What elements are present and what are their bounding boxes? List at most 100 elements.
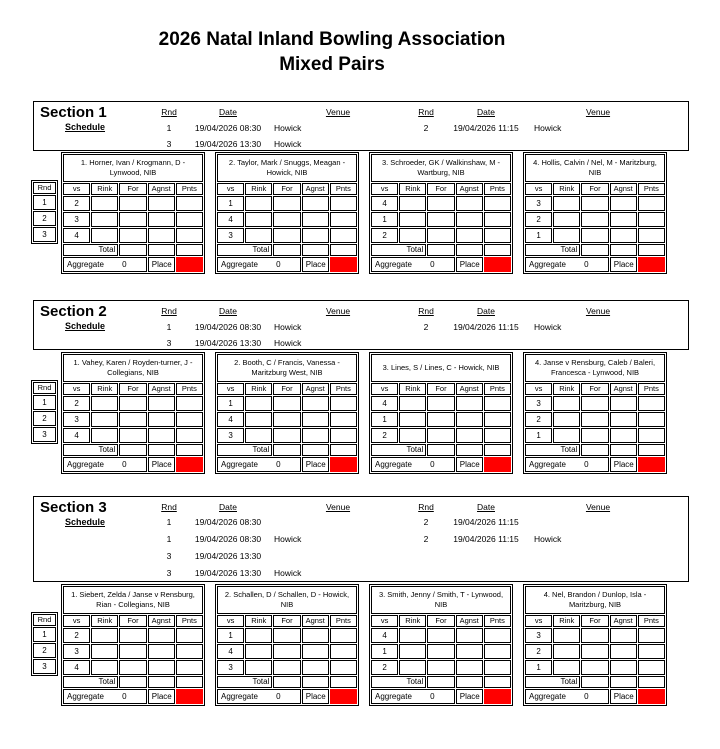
schedule-rnd-value: 2 <box>423 322 429 332</box>
aggregate-value: 0 <box>276 460 281 469</box>
pnts-cell <box>329 396 357 411</box>
aggregate-cell: Aggregate 0 <box>217 257 301 272</box>
agnst-cell <box>301 412 329 427</box>
schedule-venue-value: Howick <box>274 123 302 133</box>
section-title: Section 2 <box>40 303 107 320</box>
schedule-row: 3 19/04/2026 13:30 Howick <box>34 567 688 579</box>
rink-cell <box>553 428 581 443</box>
col-header-agnst: Agnst <box>609 383 637 395</box>
score-row: 2 <box>525 412 665 427</box>
rnd-header-cell: Rnd <box>33 182 56 194</box>
rnd-row: 1 <box>33 195 56 210</box>
schedule-header-rnd: Rnd <box>161 502 177 512</box>
rnd-header-row: Rnd <box>33 182 56 194</box>
aggregate-value: 0 <box>430 692 435 701</box>
col-header-agnst: Agnst <box>455 615 483 627</box>
col-header-rink: Rink <box>91 183 119 195</box>
schedule-date-value: 19/04/2026 13:30 <box>194 568 262 578</box>
col-header-rink: Rink <box>91 383 119 395</box>
team-title-row: 3. Smith, Jenny / Smith, T - Lynwood, NI… <box>371 586 511 614</box>
total-pnts-cell <box>483 676 511 688</box>
team-table: 1. Siebert, Zelda / Janse v Rensburg, Ri… <box>61 584 205 706</box>
col-header-for: For <box>581 383 609 395</box>
aggregate-row: Aggregate 0 Place <box>371 457 511 472</box>
score-row: 4 <box>217 644 357 659</box>
aggregate-label: Aggregate <box>529 459 566 469</box>
total-pnts-cell <box>637 244 665 256</box>
col-header-pnts: Pnts <box>637 183 665 195</box>
score-row: 2 <box>63 396 203 411</box>
rink-cell <box>553 396 581 411</box>
rink-cell <box>553 628 581 643</box>
agnst-cell <box>609 428 637 443</box>
team-header-row: vs Rink For Agnst Pnts <box>217 183 357 195</box>
rink-cell <box>245 628 273 643</box>
col-header-for: For <box>427 183 455 195</box>
vs-cell: 2 <box>525 412 553 427</box>
for-cell <box>273 628 301 643</box>
vs-cell: 1 <box>217 628 245 643</box>
rnd-header-cell: Rnd <box>33 382 56 394</box>
aggregate-row: Aggregate 0 Place <box>525 457 665 472</box>
score-row: 1 <box>525 428 665 443</box>
rnd-cell: 3 <box>33 427 56 442</box>
agnst-cell <box>147 628 175 643</box>
total-label: Total <box>525 444 581 456</box>
vs-cell: 4 <box>63 660 91 675</box>
vs-cell: 4 <box>217 644 245 659</box>
place-label: Place <box>147 689 175 704</box>
vs-cell: 3 <box>63 644 91 659</box>
schedule-label: Schedule <box>65 122 106 132</box>
score-row: 2 <box>525 212 665 227</box>
place-label: Place <box>147 457 175 472</box>
team-header-row: vs Rink For Agnst Pnts <box>371 615 511 627</box>
total-row: Total <box>371 244 511 256</box>
team-header-row: vs Rink For Agnst Pnts <box>217 383 357 395</box>
schedule-header-rnd: Rnd <box>418 306 434 316</box>
aggregate-value: 0 <box>122 260 127 269</box>
section-tables-row: Rnd 1 2 3 1. Siebert, Zelda / Janse v Rensbu… <box>31 584 667 706</box>
total-agnst-cell <box>147 444 175 456</box>
total-label: Total <box>371 444 427 456</box>
schedule-row: 1 19/04/2026 08:30 2 19/04/2026 11:15 <box>34 516 688 528</box>
aggregate-label: Aggregate <box>67 259 104 269</box>
total-agnst-cell <box>301 444 329 456</box>
team-title-row: 3. Lines, S / Lines, C - Howick, NIB <box>371 354 511 382</box>
aggregate-label: Aggregate <box>67 459 104 469</box>
for-cell <box>273 644 301 659</box>
place-label: Place <box>301 257 329 272</box>
team-table: 2. Booth, C / Francis, Vanessa - Maritzb… <box>215 352 359 474</box>
vs-cell: 4 <box>371 196 399 211</box>
rnd-cell: 1 <box>33 627 56 642</box>
agnst-cell <box>301 212 329 227</box>
place-fill-cell <box>483 257 511 272</box>
vs-cell: 2 <box>63 396 91 411</box>
schedule-header-rnd: Rnd <box>418 502 434 512</box>
score-row: 3 <box>525 396 665 411</box>
pnts-cell <box>483 212 511 227</box>
rnd-header-row: Rnd <box>33 614 56 626</box>
for-cell <box>427 212 455 227</box>
rink-cell <box>91 412 119 427</box>
total-label: Total <box>217 244 273 256</box>
col-header-vs: vs <box>217 183 245 195</box>
total-for-cell <box>119 244 147 256</box>
col-header-rink: Rink <box>245 615 273 627</box>
total-pnts-cell <box>329 444 357 456</box>
score-row: 1 <box>217 628 357 643</box>
vs-cell: 3 <box>525 196 553 211</box>
agnst-cell <box>609 628 637 643</box>
for-cell <box>119 628 147 643</box>
vs-cell: 3 <box>525 628 553 643</box>
schedule-header-venue: Venue <box>585 502 611 512</box>
total-agnst-cell <box>455 444 483 456</box>
vs-cell: 4 <box>63 428 91 443</box>
aggregate-value: 0 <box>122 460 127 469</box>
place-fill-cell <box>329 689 357 704</box>
vs-cell: 2 <box>63 628 91 643</box>
for-cell <box>581 212 609 227</box>
team-title: 3. Smith, Jenny / Smith, T - Lynwood, NI… <box>371 586 511 614</box>
pnts-cell <box>483 428 511 443</box>
schedule-rnd-value: 2 <box>423 517 429 527</box>
for-cell <box>273 196 301 211</box>
